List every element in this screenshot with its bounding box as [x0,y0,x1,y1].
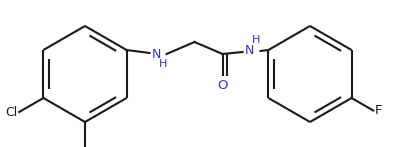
Text: N: N [245,45,254,57]
Text: H: H [158,59,167,69]
Text: H: H [251,35,260,45]
Text: Cl: Cl [5,106,17,118]
Text: N: N [152,47,161,61]
Text: F: F [375,104,383,117]
Text: O: O [217,79,228,92]
